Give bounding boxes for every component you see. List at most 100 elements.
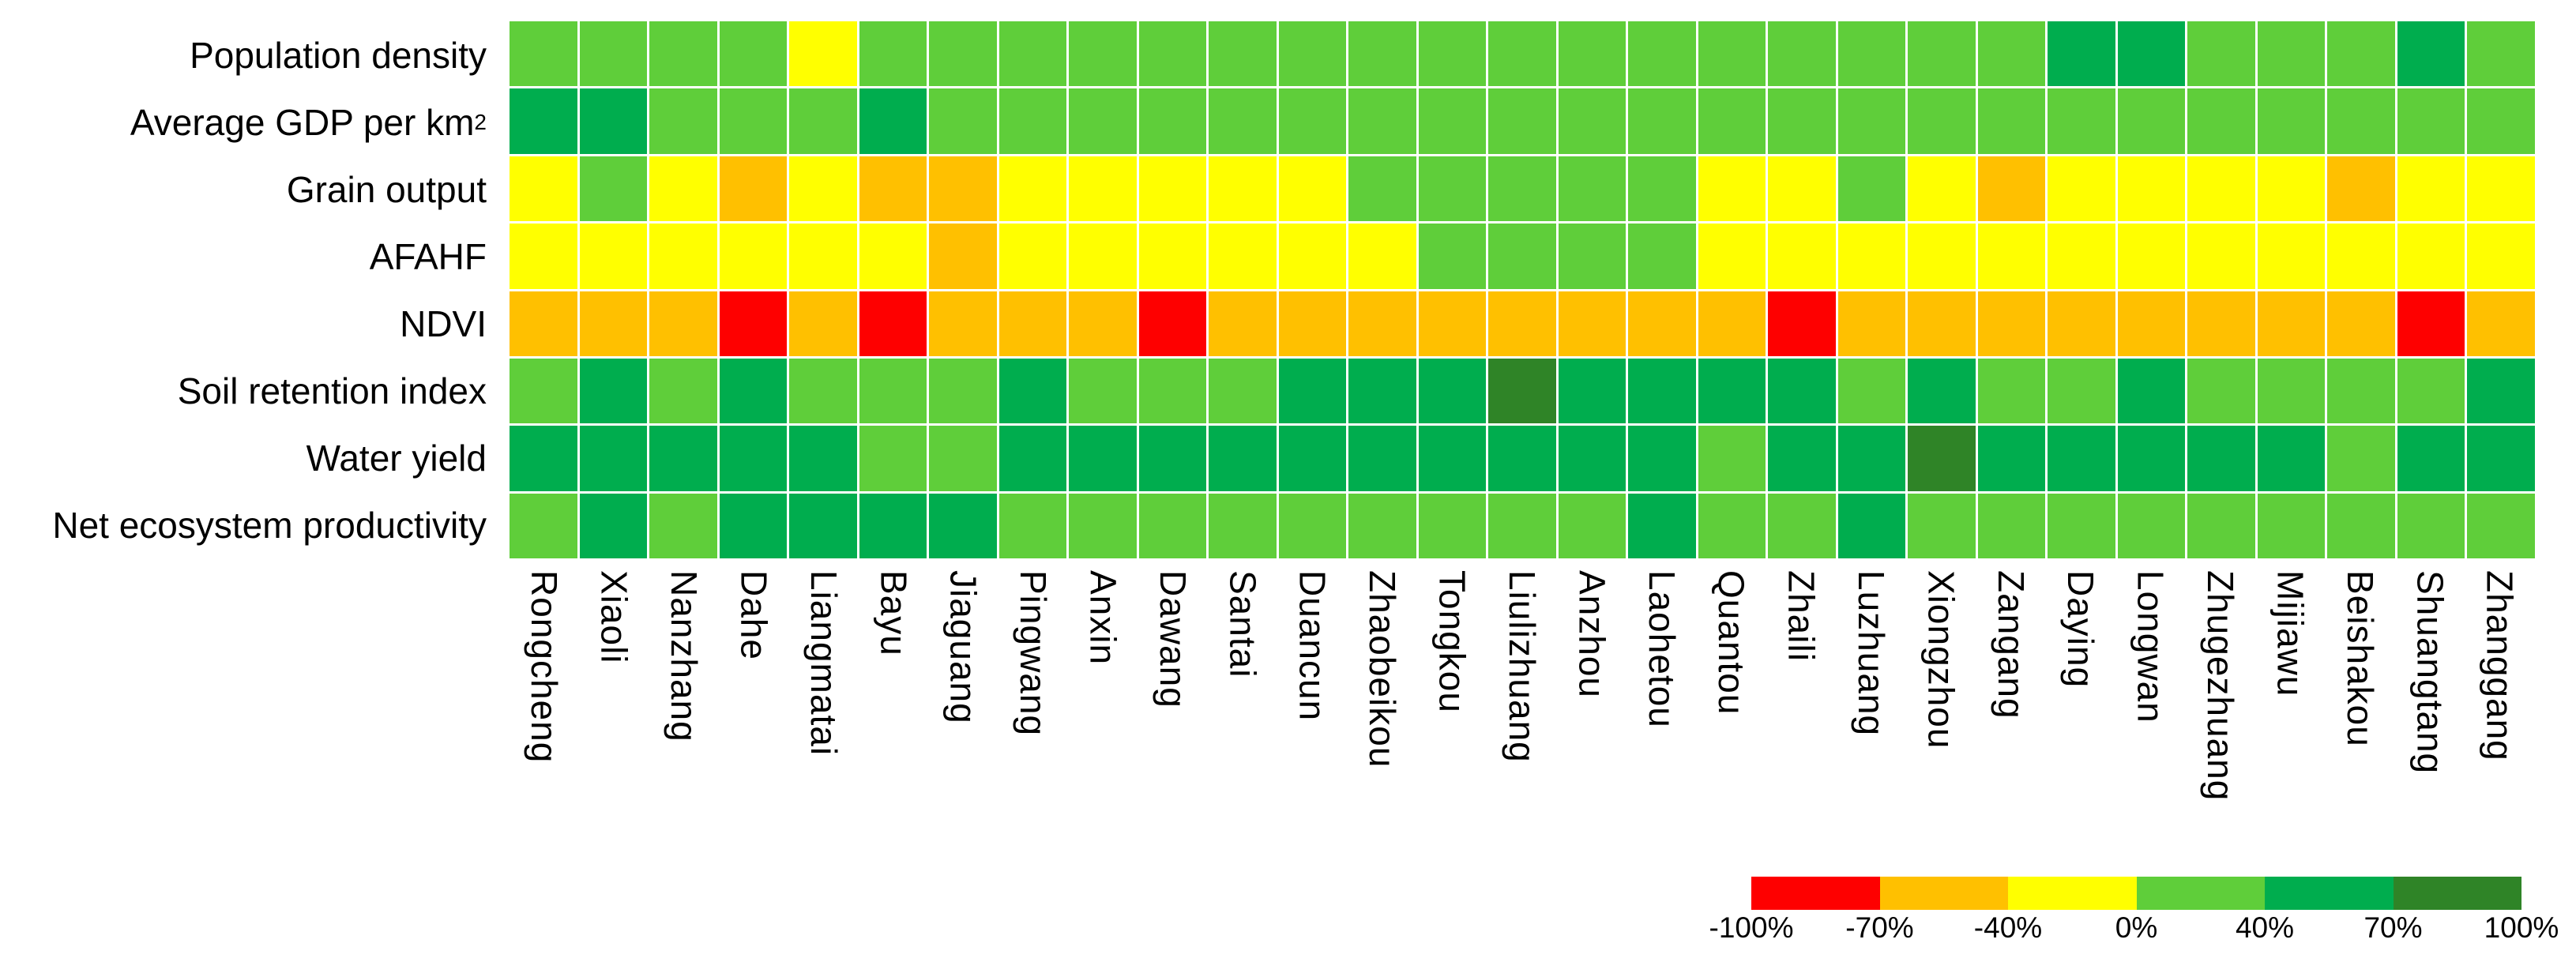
- row-label: AFAHF: [369, 235, 487, 277]
- column-label: Liangmatai: [803, 570, 844, 757]
- heatmap-cell: [1138, 426, 1207, 491]
- heatmap-cell: [649, 21, 717, 87]
- column-label: Xiaoli: [593, 570, 635, 664]
- heatmap-cell: [1977, 156, 2046, 222]
- heatmap-cell: [1418, 291, 1487, 356]
- heatmap-cell: [649, 426, 717, 491]
- heatmap-cell: [2397, 291, 2465, 356]
- legend-tick-label: -100%: [1709, 911, 1794, 944]
- legend-tick-label: -40%: [1973, 911, 2043, 944]
- heatmap-cell: [2048, 291, 2115, 356]
- column-label: Anxin: [1082, 570, 1124, 666]
- heatmap-cell: [1348, 156, 1416, 222]
- heatmap-cell: [859, 291, 927, 356]
- heatmap-cell: [1908, 88, 1976, 154]
- heatmap-cell: [2327, 88, 2395, 154]
- heatmap-cell: [2187, 88, 2255, 154]
- heatmap-cell: [649, 291, 717, 356]
- heatmap-cell: [2187, 358, 2255, 424]
- heatmap-cell: [859, 224, 927, 289]
- heatmap-cell: [1698, 88, 1766, 154]
- heatmap-cell: [719, 291, 788, 356]
- heatmap-cell: [1138, 21, 1207, 87]
- row-label: NDVI: [400, 302, 487, 344]
- column-label: Bayu: [873, 570, 915, 656]
- heatmap-cell: [1138, 88, 1207, 154]
- heatmap-cell: [2467, 358, 2535, 424]
- heatmap-cell: [1837, 426, 1906, 491]
- heatmap-cell: [789, 493, 857, 558]
- heatmap-cell: [1209, 88, 1277, 154]
- legend-color-scale: [1751, 877, 2521, 910]
- heatmap-cell: [579, 224, 648, 289]
- heatmap-cell: [649, 358, 717, 424]
- heatmap-cell: [1418, 88, 1487, 154]
- heatmap-cell: [1418, 358, 1487, 424]
- heatmap-cell: [1209, 358, 1277, 424]
- heatmap-cell: [1558, 358, 1626, 424]
- heatmap-cell: [929, 358, 997, 424]
- heatmap-cell: [1278, 224, 1347, 289]
- heatmap-cell: [1837, 21, 1906, 87]
- heatmap-cell: [1837, 224, 1906, 289]
- heatmap-cell: [649, 493, 717, 558]
- heatmap-cell: [2257, 426, 2326, 491]
- heatmap-cell: [1628, 88, 1696, 154]
- heatmap-cell: [1558, 224, 1626, 289]
- heatmap-cell: [2117, 426, 2186, 491]
- heatmap-cell: [719, 88, 788, 154]
- heatmap-cell: [1348, 291, 1416, 356]
- heatmap-cell: [1977, 358, 2046, 424]
- column-label: Beishakou: [2339, 570, 2381, 747]
- column-label: Rongcheng: [524, 570, 566, 764]
- heatmap-cell: [510, 493, 577, 558]
- heatmap-cell: [998, 291, 1067, 356]
- column-label: Liulizhuang: [1501, 570, 1543, 763]
- heatmap-cell: [2397, 21, 2465, 87]
- heatmap-cell: [1278, 156, 1347, 222]
- legend-band: [1751, 877, 1880, 910]
- heatmap-cell: [1069, 493, 1137, 558]
- column-label: Laohetou: [1641, 570, 1683, 728]
- heatmap-cell: [1698, 358, 1766, 424]
- heatmap-cell: [1628, 224, 1696, 289]
- row-label: Soil retention index: [177, 370, 487, 411]
- heatmap-cell: [1069, 358, 1137, 424]
- heatmap-cell: [579, 291, 648, 356]
- heatmap-cell: [789, 426, 857, 491]
- heatmap-cell: [1138, 358, 1207, 424]
- heatmap-cell: [1069, 426, 1137, 491]
- column-label: Luzhuang: [1850, 570, 1892, 737]
- heatmap-cell: [2257, 21, 2326, 87]
- column-label: Nanzhang: [664, 570, 705, 742]
- heatmap-cell: [2327, 426, 2395, 491]
- heatmap-cell: [789, 358, 857, 424]
- heatmap-cell: [1209, 291, 1277, 356]
- heatmap-cell: [1698, 291, 1766, 356]
- column-label: Dawang: [1152, 570, 1194, 708]
- heatmap-cell: [1209, 493, 1277, 558]
- legend-tick-label: 0%: [2115, 911, 2158, 944]
- heatmap-cell: [2397, 493, 2465, 558]
- heatmap-cell: [1209, 21, 1277, 87]
- heatmap-cell: [1908, 156, 1976, 222]
- legend-tick-label: 40%: [2235, 911, 2295, 944]
- heatmap-cell: [1837, 493, 1906, 558]
- heatmap-cell: [998, 426, 1067, 491]
- heatmap-cell: [1348, 493, 1416, 558]
- heatmap-cell: [1977, 21, 2046, 87]
- heatmap-cell: [1558, 426, 1626, 491]
- heatmap-cell: [859, 358, 927, 424]
- heatmap-cell: [579, 156, 648, 222]
- heatmap-cell: [1908, 224, 1976, 289]
- heatmap-cell: [1138, 291, 1207, 356]
- heatmap-cell: [1069, 224, 1137, 289]
- heatmap-cell: [1768, 156, 1836, 222]
- heatmap-cell: [1418, 21, 1487, 87]
- heatmap-cell: [2397, 426, 2465, 491]
- heatmap-cell: [1977, 88, 2046, 154]
- legend-tick-label: 70%: [2364, 911, 2423, 944]
- heatmap-cell: [719, 224, 788, 289]
- heatmap-cell: [1977, 224, 2046, 289]
